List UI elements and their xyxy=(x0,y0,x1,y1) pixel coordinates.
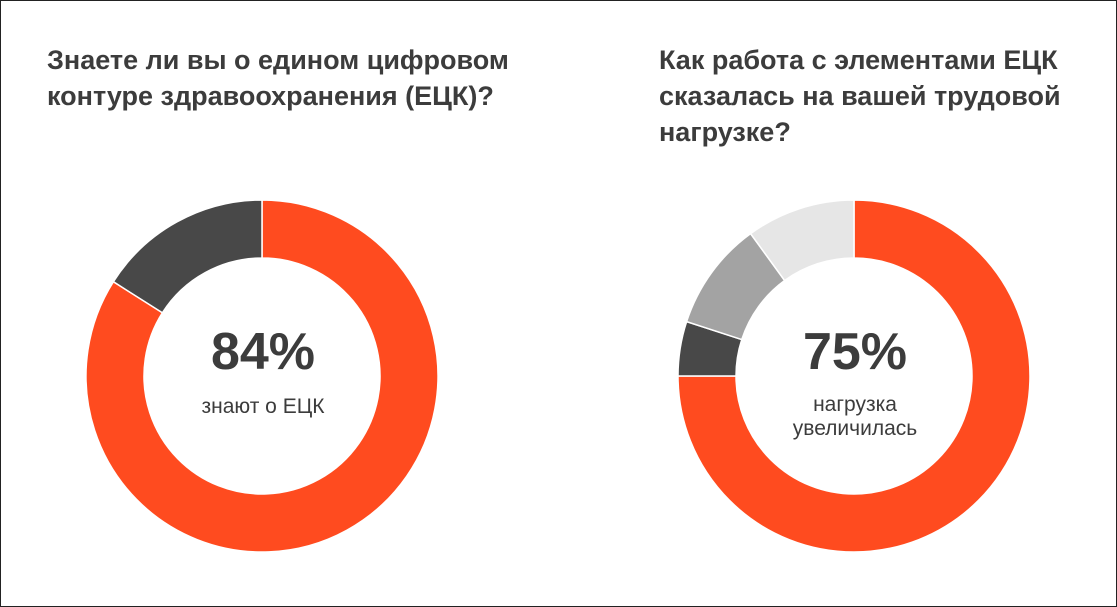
donut-slice-0-1 xyxy=(112,199,263,314)
center-caption-workload: нагрузка увеличилась xyxy=(792,393,918,440)
donut-slice-1-0 xyxy=(677,199,1031,553)
donut-slice-0-0 xyxy=(85,199,439,553)
chart-title-awareness: Знаете ли вы о едином цифровом контуре з… xyxy=(47,45,509,111)
center-value-awareness: 84% xyxy=(210,323,316,381)
donut-chart-awareness xyxy=(85,199,439,553)
center-value-workload: 75% xyxy=(802,323,908,381)
center-caption-awareness: знают о ЕЦК xyxy=(201,395,325,418)
donut-slice-1-3 xyxy=(749,199,855,282)
donut-chart-workload xyxy=(677,199,1031,553)
chart-title-workload: Как работа с элементами ЕЦК сказалась на… xyxy=(659,45,1061,147)
